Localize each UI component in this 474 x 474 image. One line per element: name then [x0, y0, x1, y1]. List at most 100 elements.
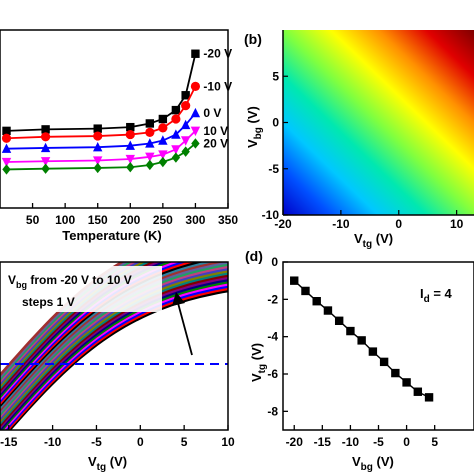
panel-a-data-point	[191, 138, 200, 149]
panel-d-annotation-rest: = 4	[430, 286, 453, 301]
panel-c-x-tick-label: -10	[44, 435, 62, 449]
panel-a-data-point	[181, 101, 191, 111]
panel-a-data-point	[158, 114, 168, 124]
panel-a-data-point	[158, 150, 168, 160]
panel-a-data-point	[2, 126, 11, 136]
panel-c-arrow-shaft	[177, 302, 193, 356]
panel-d-y-tick-label: -8	[267, 404, 278, 418]
panel-b-y-tick-label: -10	[262, 208, 280, 222]
panel-d-ticks: -20 -15 -10 -5 0 5-8-6-4-20	[267, 255, 438, 449]
panel-a-data-point	[41, 125, 50, 134]
panel-d-y-tick-label: -2	[267, 292, 278, 306]
panel-a-data-point	[93, 162, 102, 174]
panel-d-data-point	[424, 393, 434, 402]
panel-d-y-axis-label: Vtg (V)	[249, 343, 268, 382]
panel-a-data-point	[158, 156, 168, 168]
panel-b-ticks: -20 -10 0 10-10-505	[262, 69, 464, 231]
panel-d-series	[290, 276, 434, 402]
panel-a-data-point	[40, 157, 51, 167]
panel-b-letter: (b)	[244, 31, 262, 47]
panel-b-y-label-unit: (V)	[245, 106, 260, 127]
panel-a-data-point	[171, 129, 181, 139]
panel-a-data-point	[1, 157, 12, 168]
panel-c-curve	[5, 287, 228, 430]
panel-d-data-point	[334, 316, 344, 325]
panel-b-x-tick-label: 10	[450, 217, 464, 231]
panel-d-y-label-sub: tg	[257, 364, 268, 373]
panel-d-x-label-main: V	[352, 454, 361, 469]
panel-a-x-tick-label: 50	[26, 213, 40, 227]
panel-a-data-point	[181, 146, 190, 157]
panel-b-x-axis-label: Vtg (V)	[354, 231, 393, 250]
panel-c-x-tick-label: -5	[91, 435, 102, 449]
panel-b-heatmap	[283, 30, 474, 215]
panel-c-plot-frame	[0, 261, 229, 431]
panel-d-data-point	[391, 368, 400, 378]
panel-a-data-point	[125, 154, 135, 165]
panel-b-y-label-main: V	[245, 139, 260, 148]
panel-a-data-point	[171, 114, 181, 124]
panel-c-curve	[4, 285, 228, 430]
panel-b-y-tick-label: -5	[268, 162, 279, 176]
panel-a-data-point	[125, 140, 135, 150]
panel-c: -15 -10 -5 0 5 10 Vbg from -20 V to 10 V step…	[0, 261, 235, 473]
panel-d-y-label-main: V	[249, 373, 264, 382]
panel-a-data-point	[126, 122, 135, 132]
panel-c-x-tick-label: -15	[0, 435, 18, 449]
panel-d-y-tick-label: -6	[267, 367, 278, 381]
panel-d-x-axis-label: Vbg (V)	[352, 454, 394, 473]
panel-a: 50 100 150 200 250 300 350 -20 V -10 V 0 V 10 V20…	[0, 29, 238, 243]
panel-c-annotation-v: V	[8, 273, 16, 287]
panel-b-y-axis-label: Vbg (V)	[245, 106, 264, 148]
panel-d-data-point	[357, 336, 366, 345]
panel-d: (d) -20 -15 -10 -5 0 5-8-6-4-20 Id = 4 Vbg (V…	[245, 248, 474, 473]
panel-d-data-point	[290, 276, 299, 285]
panel-c-x-ticks: -15 -10 -5 0 5 10	[0, 425, 235, 449]
panel-d-data-point	[323, 306, 333, 315]
panel-b-x-label-main: V	[354, 231, 363, 246]
panel-d-data-point	[368, 347, 378, 356]
panel-a-data-point	[171, 152, 181, 163]
panel-d-x-label-unit: (V)	[373, 454, 394, 469]
panel-c-annotation-2: steps 1 V	[22, 295, 75, 309]
panel-a-data-point	[93, 141, 103, 152]
panel-a-plot-frame	[0, 29, 229, 209]
panel-d-x-tick-label: 5	[431, 435, 438, 449]
panel-a-series-label: -20 V	[203, 47, 232, 61]
panel-b-y-tick-label: 0	[272, 116, 279, 130]
panel-a-series-line	[6, 53, 197, 132]
panel-d-letter: (d)	[245, 248, 263, 264]
panel-a-data-point	[145, 138, 155, 148]
panel-a-series-label: -10 V	[203, 79, 232, 93]
panel-a-x-tick-label: 150	[88, 213, 108, 227]
panel-a-x-tick-label: 100	[55, 213, 75, 227]
panel-a-data-point	[180, 136, 191, 146]
panel-a-data-point	[41, 163, 50, 174]
panel-a-data-point	[41, 132, 51, 142]
panel-c-curve	[0, 280, 228, 430]
panel-a-data-point	[158, 135, 168, 145]
panel-c-annotation-1: Vbg from -20 V to 10 V	[8, 273, 132, 290]
panel-c-curve	[0, 276, 228, 429]
panel-a-data-point	[145, 127, 155, 137]
panel-c-curve	[0, 269, 228, 423]
panel-c-curve	[2, 283, 228, 430]
panel-a-data-point	[125, 129, 135, 140]
panel-a-data-point	[181, 91, 190, 100]
panel-a-data-point	[1, 133, 12, 143]
panel-d-y-tick-label: -4	[267, 330, 278, 344]
panel-c-annotation-sub: bg	[16, 280, 27, 290]
panel-c-curve	[0, 272, 228, 425]
panel-a-x-tick-label: 250	[153, 213, 173, 227]
panel-a-data-point	[126, 162, 135, 173]
panel-c-curve	[0, 278, 228, 430]
panel-a-data-point	[191, 49, 200, 58]
panel-c-x-tick-label: 5	[181, 435, 188, 449]
panel-d-y-label-unit: (V)	[249, 343, 264, 364]
panel-b-y-label-sub: bg	[253, 127, 264, 139]
panel-d-annotation-i: I	[420, 286, 424, 301]
panel-a-x-tick-label: 300	[185, 213, 205, 227]
panel-c-annotation-rest: from -20 V to 10 V	[27, 273, 132, 287]
panel-a-x-ticks: 50 100 150 200 250 300 350	[26, 203, 238, 227]
panel-c-x-tick-label: 0	[137, 435, 144, 449]
